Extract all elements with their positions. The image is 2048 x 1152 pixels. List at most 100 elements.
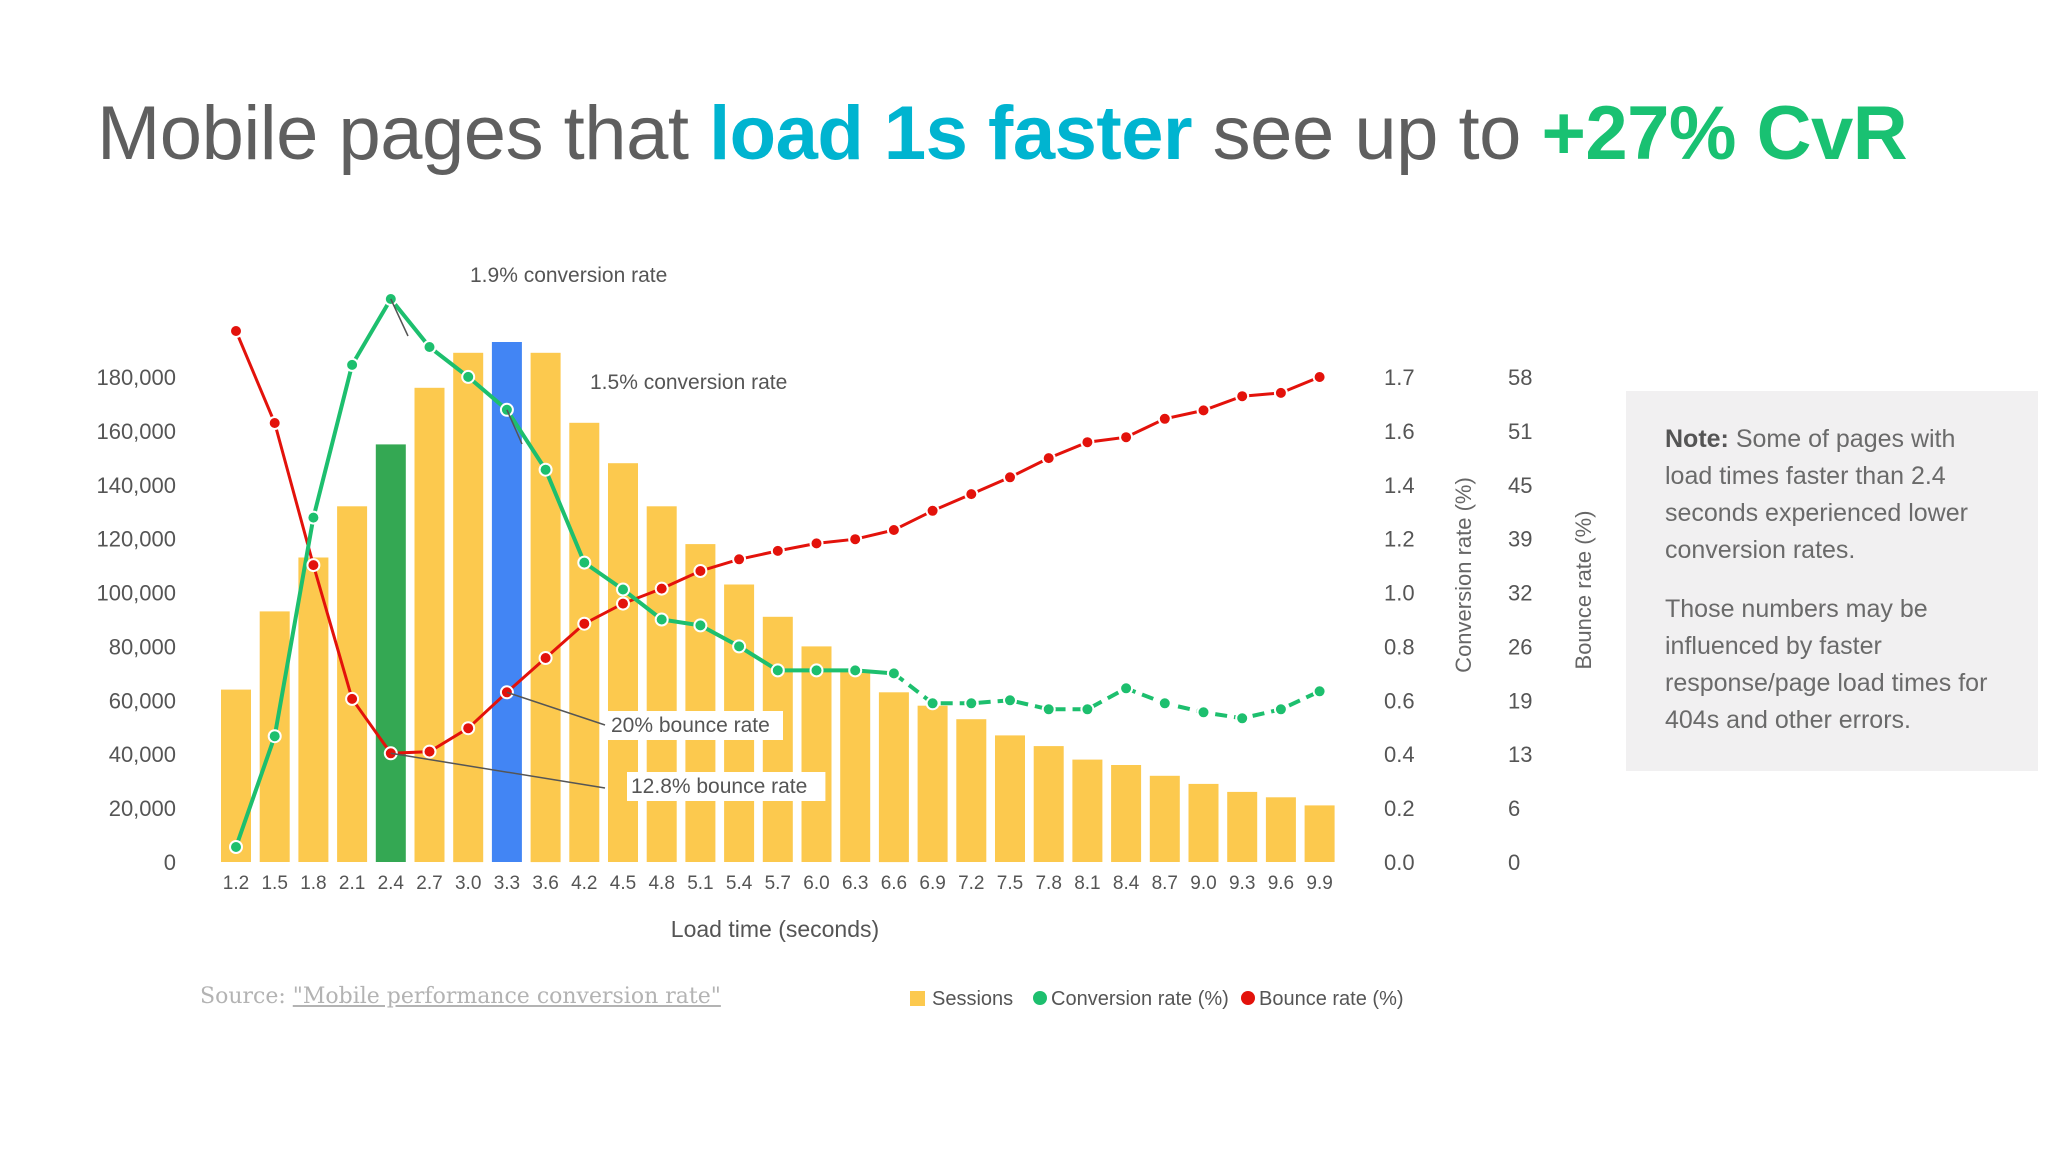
annotation-leader-2 — [506, 691, 606, 726]
y-bounce-tick-7: 45 — [1508, 473, 1532, 498]
y-conversion-tick-9: 1.7 — [1384, 365, 1415, 390]
x-tick-7.5: 7.5 — [997, 873, 1023, 894]
y-left-tick-3: 60,000 — [109, 688, 176, 713]
bar-9.6 — [1265, 797, 1296, 862]
note-text-1: Some of pages with load times faster tha… — [1665, 425, 1968, 564]
title-highlight-cvr: +27% CvR — [1541, 91, 1908, 176]
bounce-point-7.2 — [964, 487, 979, 502]
source-prefix: Source: — [200, 984, 293, 1009]
bounce-point-1.2 — [229, 324, 243, 338]
annotation-label-0: 1.9% conversion rate — [470, 264, 667, 287]
bounce-point-2.1 — [345, 691, 360, 706]
series-points — [229, 292, 1327, 854]
legend-label-bounce: Bounce rate (%) — [1259, 988, 1404, 1010]
bounce-point-7.8 — [1041, 451, 1056, 466]
x-tick-4.8: 4.8 — [648, 873, 674, 894]
y-conversion-tick-2: 0.4 — [1384, 742, 1415, 767]
y-conversion-tick-7: 1.4 — [1384, 473, 1415, 498]
annotation-label-2: 20% bounce rate — [611, 714, 770, 737]
page-title: Mobile pages that load 1s faster see up … — [97, 90, 1908, 177]
bounce-point-1.5 — [267, 416, 282, 430]
bar-5.1 — [685, 544, 716, 862]
y-axis-conversion: 0.0 0.2 0.4 0.6 0.8 1.0 1.2 1.4 1.6 1.7 — [1384, 365, 1415, 875]
y-conversion-tick-4: 0.8 — [1384, 634, 1415, 659]
legend: Sessions Conversion rate (%) Bounce rate… — [910, 988, 1404, 1010]
x-tick-5.7: 5.7 — [765, 873, 791, 894]
conversion-point-2.7 — [422, 340, 437, 354]
bounce-point-8.7 — [1157, 411, 1172, 426]
y-axis-bounce-title: Bounce rate (%) — [1571, 511, 1596, 670]
conversion-point-3.6 — [538, 462, 553, 477]
bar-4.2 — [569, 422, 600, 862]
y-left-tick-7: 140,000 — [96, 473, 176, 498]
note-paragraph-2: Those numbers may be influenced by faste… — [1665, 595, 1988, 734]
bar-3.0 — [453, 352, 484, 863]
x-tick-2.1: 2.1 — [339, 873, 365, 894]
conversion-point-9.3 — [1235, 711, 1250, 726]
y-left-tick-4: 80,000 — [109, 634, 176, 659]
x-tick-1.5: 1.5 — [261, 873, 287, 894]
bar-8.4 — [1111, 765, 1142, 862]
bar-6.9 — [917, 705, 948, 862]
annotations: 1.9% conversion rate 1.5% conversion rate… — [390, 264, 826, 801]
bar-7.2 — [956, 719, 987, 862]
bar-3.6 — [530, 352, 561, 863]
conversion-point-8.4 — [1119, 681, 1134, 696]
bar-9.0 — [1188, 783, 1219, 862]
source-link[interactable]: "Mobile performance conversion rate" — [292, 984, 721, 1009]
x-axis-title: Load time (seconds) — [671, 916, 879, 942]
x-tick-5.4: 5.4 — [726, 873, 753, 894]
annotation-bg-3 — [627, 772, 826, 801]
y-left-tick-1: 20,000 — [109, 796, 176, 821]
legend-label-sessions: Sessions — [932, 988, 1013, 1010]
note-paragraph-1: Note: Some of pages with load times fast… — [1665, 421, 2008, 569]
bounce-point-8.1 — [1080, 435, 1095, 450]
bounce-point-4.8 — [654, 581, 669, 596]
bounce-point-7.5 — [1003, 470, 1017, 485]
conversion-point-9.9 — [1312, 684, 1327, 699]
bounce-point-6.6 — [886, 523, 901, 537]
y-bounce-tick-0: 0 — [1508, 850, 1520, 875]
bar-4.8 — [646, 506, 677, 862]
bar-2.4 — [375, 444, 406, 862]
y-bounce-tick-9: 58 — [1508, 365, 1532, 390]
bounce-point-4.5 — [616, 596, 630, 611]
conversion-point-3.0 — [461, 369, 476, 384]
x-tick-3.3: 3.3 — [494, 873, 520, 894]
bar-9.9 — [1304, 805, 1335, 862]
conversion-point-2.1 — [345, 357, 360, 372]
y-conversion-tick-0: 0.0 — [1384, 850, 1415, 875]
legend-swatch-bounce — [1241, 991, 1255, 1005]
y-conversion-tick-3: 0.6 — [1384, 688, 1415, 713]
conversion-point-7.2 — [964, 696, 979, 711]
bar-1.8 — [298, 557, 329, 862]
y-left-tick-8: 160,000 — [96, 419, 176, 444]
annotation-label-3: 12.8% bounce rate — [631, 775, 807, 798]
conversion-point-5.7 — [770, 663, 785, 678]
x-tick-6.9: 6.9 — [919, 873, 945, 894]
conversion-rate-line-solid — [234, 295, 895, 848]
conversion-point-5.4 — [732, 639, 747, 654]
bar-6.0 — [801, 646, 832, 862]
note-box: Note: Some of pages with load times fast… — [1626, 391, 2038, 771]
conversion-point-8.1 — [1080, 702, 1095, 717]
bounce-point-3.6 — [538, 651, 553, 665]
x-tick-3.0: 3.0 — [455, 873, 481, 894]
y-left-tick-5: 100,000 — [96, 581, 176, 606]
conversion-point-6.9 — [925, 696, 940, 711]
bounce-point-1.8 — [306, 558, 321, 573]
annotation-leader-1 — [506, 409, 523, 445]
x-tick-2.7: 2.7 — [416, 873, 442, 894]
y-axis-bounce: 0 6 13 19 26 32 39 45 51 58 — [1508, 365, 1532, 875]
bar-3.3 — [491, 342, 522, 862]
conversion-point-1.2 — [229, 840, 243, 854]
legend-swatch-sessions — [910, 991, 925, 1006]
annotation-label-1: 1.5% conversion rate — [590, 371, 787, 394]
bar-8.1 — [1072, 759, 1103, 862]
title-part1: Mobile pages that — [97, 91, 710, 176]
conversion-point-6.0 — [809, 663, 824, 678]
sessions-bars — [221, 342, 1335, 863]
y-conversion-tick-6: 1.2 — [1384, 527, 1415, 552]
conversion-point-4.2 — [577, 555, 592, 570]
